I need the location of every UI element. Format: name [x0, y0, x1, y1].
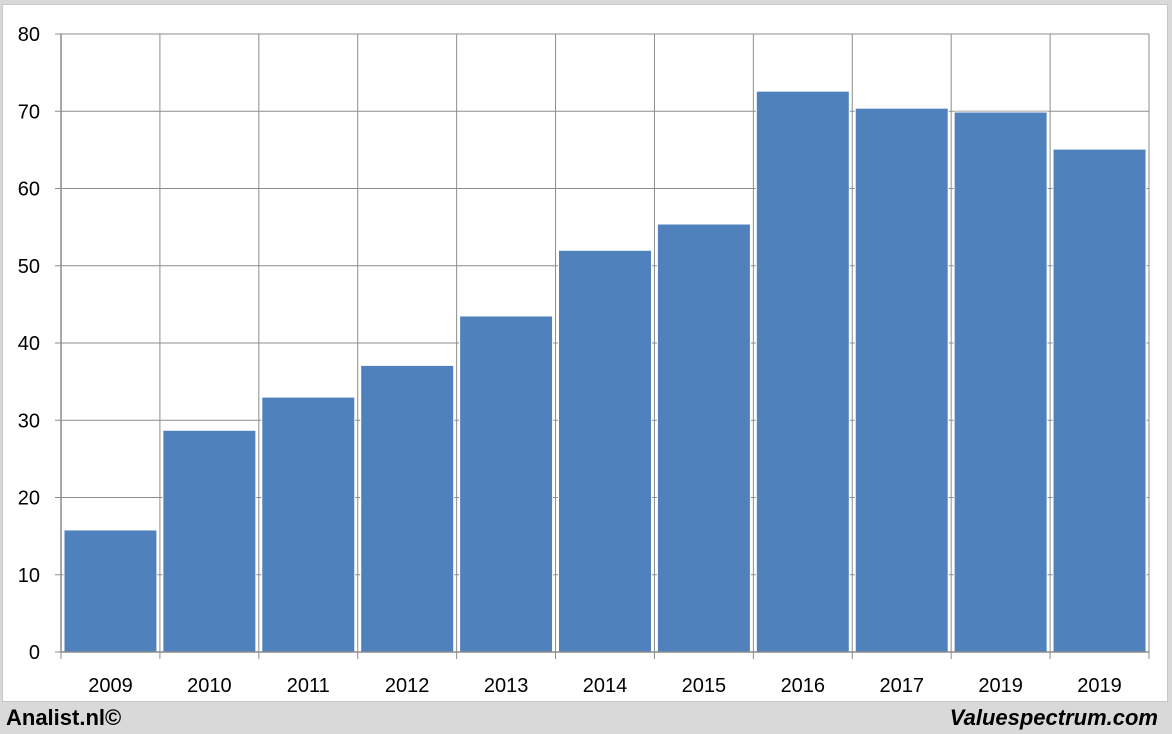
y-tick-label: 20 — [18, 488, 40, 510]
x-tick-label: 2019 — [978, 675, 1023, 697]
bar — [63, 529, 158, 653]
x-tick-label: 2015 — [682, 675, 727, 697]
y-tick-label: 40 — [18, 333, 40, 355]
y-tick-label: 10 — [18, 565, 40, 587]
bars-layer — [63, 90, 1147, 653]
labels-layer: 0 10 20 30 40 50 60 70 80 2009 2010 2011 2012 2013 201… — [18, 24, 1122, 697]
x-tick-label: 2014 — [583, 675, 628, 697]
bar — [459, 315, 554, 653]
y-tick-label: 80 — [18, 24, 40, 46]
bar — [854, 107, 949, 653]
y-tick-label: 70 — [18, 101, 40, 123]
x-tick-label: 2017 — [879, 675, 924, 697]
bar — [656, 223, 751, 653]
bar — [261, 396, 356, 653]
x-tick-label: 2011 — [287, 675, 330, 697]
bar — [360, 364, 455, 653]
x-tick-label: 2019 — [1077, 675, 1122, 697]
y-tick-label: 30 — [18, 410, 40, 432]
bar — [1052, 148, 1147, 653]
y-tick-label: 50 — [18, 256, 40, 278]
footer-left-credit: Analist.nl© — [6, 705, 122, 730]
x-tick-label: 2016 — [781, 675, 826, 697]
bar — [953, 111, 1048, 653]
bar — [162, 429, 257, 653]
bar — [558, 249, 652, 653]
x-tick-label: 2013 — [484, 675, 529, 697]
bar — [755, 90, 850, 653]
y-tick-label: 0 — [29, 642, 40, 664]
footer-right-credit: Valuespectrum.com — [949, 705, 1158, 730]
y-tick-label: 60 — [18, 179, 40, 201]
bar-chart: 0 10 20 30 40 50 60 70 80 2009 2010 2011 2012 2013 201… — [18, 24, 1150, 697]
x-tick-label: 2012 — [385, 675, 430, 697]
axis-layer — [55, 33, 1149, 653]
x-tick-label: 2010 — [187, 675, 232, 697]
x-tick-label: 2009 — [88, 675, 133, 697]
